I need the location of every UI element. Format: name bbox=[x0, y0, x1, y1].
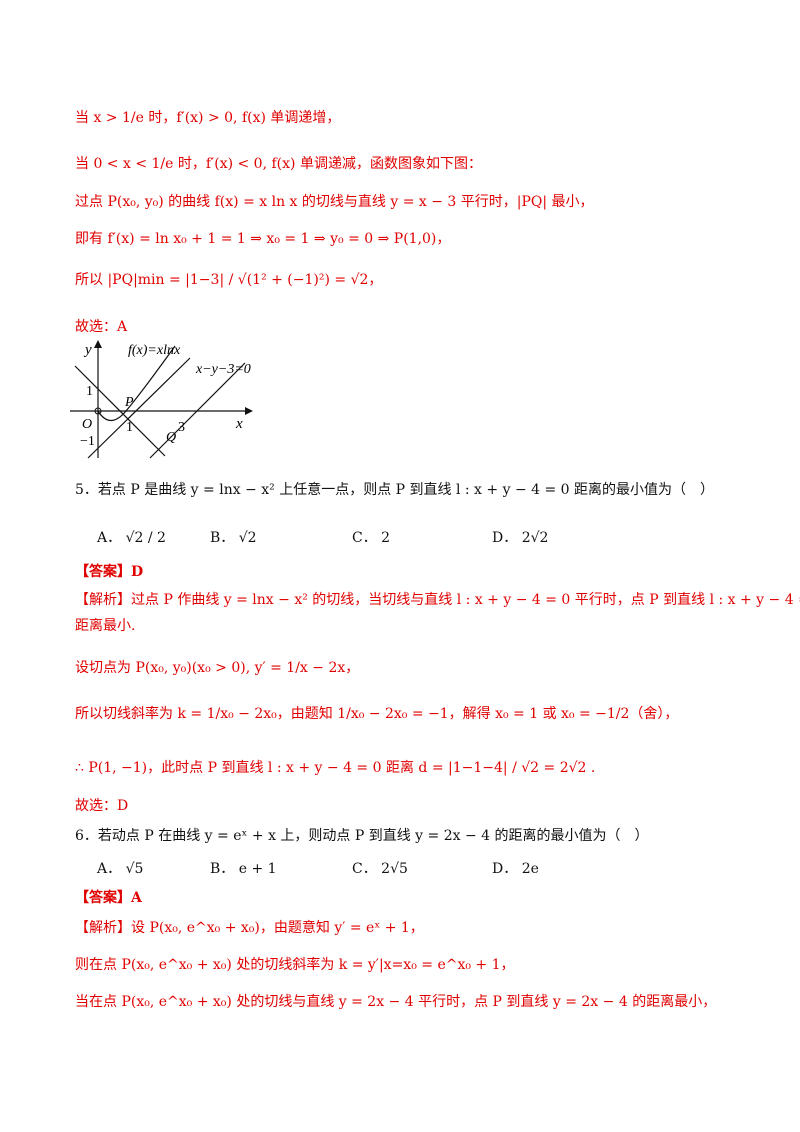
q6-option-a[interactable]: A． √5 bbox=[97, 858, 143, 878]
function-graph: y x f(x)=xlnx x−y−3=0 O 1 −1 1 3 P Q bbox=[70, 340, 253, 459]
q5-option-c-letter: C． bbox=[352, 530, 377, 546]
q5-answer: 【答案】D bbox=[75, 564, 144, 580]
line-label: x−y−3=0 bbox=[195, 362, 251, 377]
origin-label: O bbox=[82, 417, 92, 432]
q6-option-b-letter: B． bbox=[210, 861, 235, 877]
q5-option-b-letter: B． bbox=[210, 530, 235, 546]
q6-option-c-value: 2√5 bbox=[381, 861, 408, 877]
line-5: 所以 |PQ|min = |1−3| / √(1² + (−1)²) = √2， bbox=[75, 272, 383, 288]
q5-option-d-letter: D． bbox=[492, 530, 518, 546]
line-2: 当 0 < x < 1/e 时，f′(x) < 0, f(x) 单调递减，函数图… bbox=[75, 156, 482, 172]
q5-option-a-letter: A． bbox=[97, 530, 122, 546]
q5-option-b[interactable]: B． √2 bbox=[210, 527, 257, 547]
y-tick-1: 1 bbox=[86, 384, 93, 399]
point-q-label: Q bbox=[166, 430, 176, 445]
q5-analysis-3: 设切点为 P(x₀, y₀)(x₀ > 0), y′ = 1/x − 2x， bbox=[75, 660, 360, 676]
y-tick-neg1: −1 bbox=[80, 434, 95, 449]
q6-answer: 【答案】A bbox=[75, 890, 142, 906]
q6-analysis-2: 则在点 P(x₀, e^x₀ + x₀) 处的切线斜率为 k = y′|x=x₀… bbox=[75, 957, 515, 973]
q6-analysis-1: 【解析】设 P(x₀, e^x₀ + x₀)，由题意知 y′ = eˣ + 1， bbox=[75, 920, 424, 936]
line-3: 过点 P(x₀, y₀) 的曲线 f(x) = x ln x 的切线与直线 y … bbox=[75, 194, 594, 210]
tangent-line bbox=[87, 357, 191, 459]
q6-option-c-letter: C． bbox=[352, 861, 377, 877]
q6-option-d-letter: D． bbox=[492, 861, 518, 877]
q5-option-a-value: √2 / 2 bbox=[125, 530, 166, 546]
q5-option-c-value: 2 bbox=[381, 530, 391, 546]
q6-option-d[interactable]: D． 2e bbox=[492, 858, 539, 878]
y-axis-label: y bbox=[83, 342, 92, 358]
q6-analysis-3: 当在点 P(x₀, e^x₀ + x₀) 处的切线与直线 y = 2x − 4 … bbox=[75, 994, 717, 1010]
q6-option-a-value: √5 bbox=[125, 861, 144, 877]
line-1: 当 x > 1/e 时，f′(x) > 0, f(x) 单调递增， bbox=[75, 110, 341, 126]
q5-analysis-4: 所以切线斜率为 k = 1/x₀ − 2x₀，由题知 1/x₀ − 2x₀ = … bbox=[75, 706, 679, 722]
q5-stem: 5．若点 P 是曲线 y = lnx − x² 上任意一点，则点 P 到直线 l… bbox=[75, 482, 715, 498]
q5-analysis-6: 故选：D bbox=[75, 798, 129, 814]
q6-option-c[interactable]: C． 2√5 bbox=[352, 858, 408, 878]
line-6: 故选：A bbox=[75, 319, 128, 335]
q5-option-b-value: √2 bbox=[238, 530, 257, 546]
perpendicular-line bbox=[74, 365, 166, 457]
y-axis-arrow-icon bbox=[94, 340, 102, 348]
q5-analysis-1: 【解析】过点 P 作曲线 y = lnx − x² 的切线，当切线与直线 l :… bbox=[75, 592, 800, 608]
q5-option-c[interactable]: C． 2 bbox=[352, 527, 390, 547]
x-axis-label: x bbox=[235, 416, 243, 432]
q5-analysis-2: 距离最小. bbox=[75, 618, 136, 634]
x-tick-3: 3 bbox=[178, 420, 185, 435]
q5-option-a[interactable]: A． √2 / 2 bbox=[97, 527, 166, 547]
q6-stem: 6．若动点 P 在曲线 y = eˣ + x 上，则动点 P 到直线 y = 2… bbox=[75, 828, 649, 844]
q6-option-d-value: 2e bbox=[521, 861, 539, 877]
q5-analysis-5: ∴ P(1, −1)，此时点 P 到直线 l : x + y − 4 = 0 距… bbox=[75, 760, 596, 776]
point-p-label: P bbox=[124, 395, 134, 410]
q5-option-d-value: 2√2 bbox=[521, 530, 549, 546]
origin-point bbox=[94, 407, 102, 415]
q6-option-b[interactable]: B． e + 1 bbox=[210, 858, 277, 878]
q6-option-b-value: e + 1 bbox=[238, 861, 277, 877]
parallel-line bbox=[149, 362, 246, 459]
x-tick-1: 1 bbox=[126, 420, 133, 435]
x-axis-arrow-icon bbox=[245, 407, 253, 415]
curve-xlnx bbox=[97, 345, 176, 422]
line-4: 即有 f′(x) = ln x₀ + 1 = 1 ⇒ x₀ = 1 ⇒ y₀ =… bbox=[75, 231, 451, 247]
q5-option-d[interactable]: D． 2√2 bbox=[492, 527, 548, 547]
curve-label: f(x)=xlnx bbox=[128, 343, 181, 358]
q6-option-a-letter: A． bbox=[97, 861, 122, 877]
